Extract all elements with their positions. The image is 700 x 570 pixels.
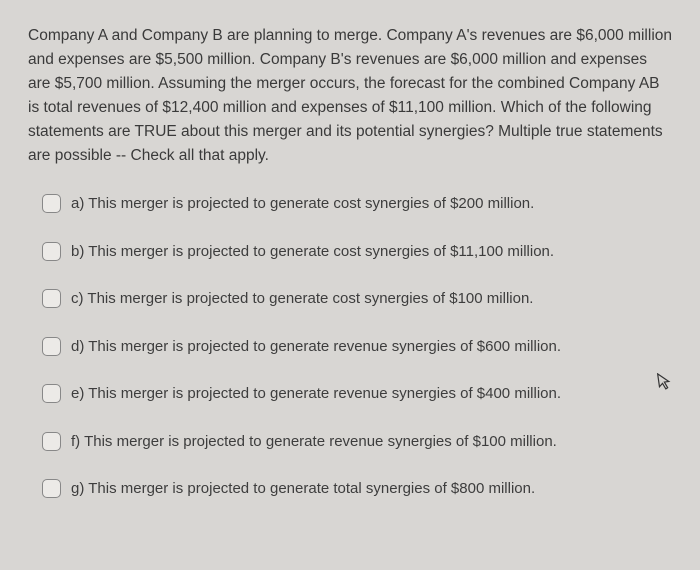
checkbox-b[interactable] bbox=[42, 242, 61, 261]
option-label: g) This merger is projected to generate … bbox=[71, 479, 535, 499]
checkbox-c[interactable] bbox=[42, 289, 61, 308]
option-label: e) This merger is projected to generate … bbox=[71, 384, 561, 404]
option-a: a) This merger is projected to generate … bbox=[42, 194, 672, 214]
option-b: b) This merger is projected to generate … bbox=[42, 242, 672, 262]
checkbox-e[interactable] bbox=[42, 384, 61, 403]
option-d: d) This merger is projected to generate … bbox=[42, 337, 672, 357]
option-e: e) This merger is projected to generate … bbox=[42, 384, 672, 404]
option-label: c) This merger is projected to generate … bbox=[71, 289, 533, 309]
option-f: f) This merger is projected to generate … bbox=[42, 432, 672, 452]
cursor-icon bbox=[657, 371, 674, 395]
question-text: Company A and Company B are planning to … bbox=[28, 24, 672, 168]
options-list: a) This merger is projected to generate … bbox=[28, 194, 672, 499]
checkbox-d[interactable] bbox=[42, 337, 61, 356]
checkbox-g[interactable] bbox=[42, 479, 61, 498]
option-g: g) This merger is projected to generate … bbox=[42, 479, 672, 499]
option-label: f) This merger is projected to generate … bbox=[71, 432, 557, 452]
option-label: a) This merger is projected to generate … bbox=[71, 194, 534, 214]
checkbox-a[interactable] bbox=[42, 194, 61, 213]
option-label: d) This merger is projected to generate … bbox=[71, 337, 561, 357]
checkbox-f[interactable] bbox=[42, 432, 61, 451]
option-label: b) This merger is projected to generate … bbox=[71, 242, 554, 262]
option-c: c) This merger is projected to generate … bbox=[42, 289, 672, 309]
